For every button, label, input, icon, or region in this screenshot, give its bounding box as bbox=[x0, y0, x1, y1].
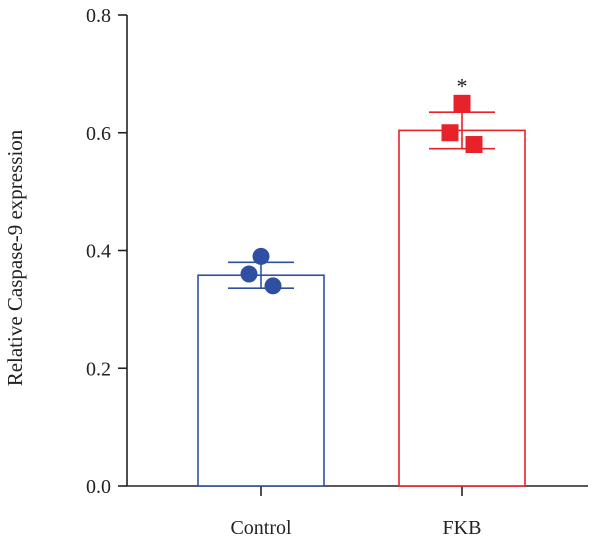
y-tick-label: 0.0 bbox=[86, 476, 111, 498]
y-tick-label: 0.8 bbox=[86, 5, 111, 27]
data-points bbox=[240, 94, 483, 295]
y-tick-label: 0.4 bbox=[86, 241, 111, 263]
x-tick-label: Control bbox=[230, 517, 292, 539]
y-tick-label: 0.6 bbox=[86, 123, 111, 145]
y-axis-label: Relative Caspase-9 expression bbox=[3, 129, 27, 386]
data-point bbox=[252, 247, 270, 265]
data-point bbox=[453, 94, 471, 112]
data-point bbox=[465, 136, 483, 154]
data-point bbox=[264, 277, 282, 295]
y-tick-label: 0.2 bbox=[86, 358, 111, 380]
bar bbox=[197, 274, 325, 487]
bar bbox=[398, 129, 526, 487]
error-bars bbox=[228, 111, 495, 289]
data-point bbox=[441, 124, 459, 142]
y-axis: 0.0 0.2 0.4 0.6 0.8 bbox=[86, 5, 128, 498]
x-axis: Control FKB bbox=[127, 485, 588, 539]
annotations: * bbox=[457, 73, 468, 98]
x-tick-label: FKB bbox=[443, 517, 482, 539]
data-point bbox=[240, 265, 258, 283]
significance-label: * bbox=[457, 73, 468, 98]
bars bbox=[197, 129, 526, 487]
